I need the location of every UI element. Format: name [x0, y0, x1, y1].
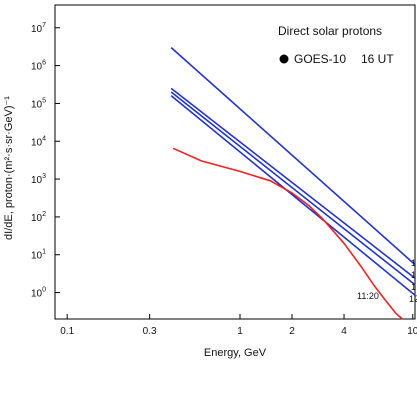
x-axis-ticks: 0.1 0.3 1 2 4 10: [60, 314, 417, 337]
x-tick-label: 2: [289, 326, 295, 337]
x-tick-label: 0.1: [60, 326, 74, 337]
legend-suffix-goes10: 16 UT: [361, 52, 394, 66]
y-tick-label: 100: [31, 287, 46, 300]
plot-area-frame: [54, 4, 416, 320]
time-annotation: 11:20: [357, 291, 379, 301]
legend-title: Direct solar protons: [278, 24, 382, 38]
y-axis-ticks: 100101102103104105106107108: [31, 22, 60, 300]
series-line-4: [170, 95, 416, 296]
y-tick-label: 103: [31, 173, 46, 186]
x-tick-label: 4: [341, 326, 347, 337]
y-tick-label: 106: [31, 60, 46, 73]
x-tick-label: 1: [237, 326, 243, 337]
y-axis-label: dI/dE, proton·(m²·s·sr·GeV)⁻¹: [3, 96, 15, 240]
series-end-label-2: 1: [411, 270, 416, 280]
x-axis-label: Energy, GeV: [204, 347, 267, 359]
series-end-label-1: 1: [411, 258, 416, 268]
y-tick-label: 102: [31, 211, 46, 224]
y-tick-label: 105: [31, 97, 46, 110]
series-line-2: [170, 87, 416, 279]
y-tick-label: 107: [31, 22, 46, 35]
series-line-5: [172, 147, 403, 320]
y-tick-label: 101: [31, 249, 46, 262]
series-line-1: [170, 47, 416, 266]
legend-label-goes10: GOES-10: [294, 52, 346, 66]
legend-marker-goes10: [279, 54, 289, 64]
y-tick-label: 104: [31, 135, 46, 148]
series-layer: [170, 47, 416, 320]
x-tick-label: 10: [407, 326, 417, 337]
x-tick-label: 0.3: [143, 326, 157, 337]
series-end-label-3: 1: [411, 282, 416, 292]
series-end-label-4: 12: [409, 294, 417, 304]
series-line-3: [170, 91, 416, 286]
